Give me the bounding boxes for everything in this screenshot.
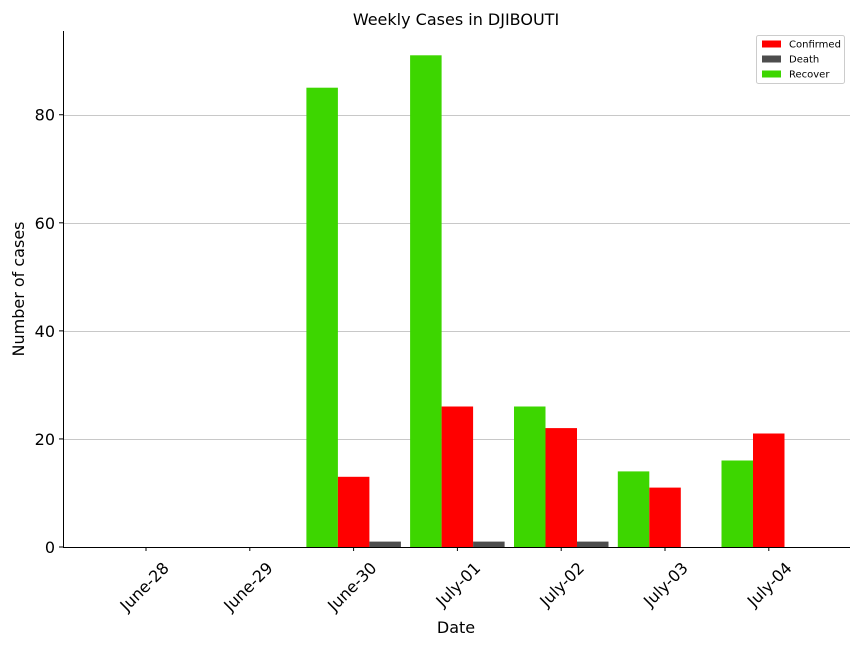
legend-label: Death xyxy=(789,55,819,66)
legend-label: Recover xyxy=(789,70,830,81)
y-tick-label: 80 xyxy=(35,106,55,125)
bars xyxy=(306,55,785,548)
y-tick-label: 40 xyxy=(35,322,55,341)
bar-death xyxy=(577,541,609,547)
x-ticks: June-28 June-29 June-30 July-01 July-02 July-… xyxy=(116,547,796,616)
bar-recover xyxy=(721,460,753,547)
x-axis-label: Date xyxy=(437,618,475,637)
bar-recover xyxy=(617,471,650,547)
bar-recover xyxy=(514,406,546,547)
bar-death xyxy=(369,541,401,547)
y-tick-label: 0 xyxy=(45,538,55,557)
bar-confirmed xyxy=(649,487,681,547)
x-tick-label: July-01 xyxy=(431,558,484,611)
chart-title: Weekly Cases in DJIBOUTI xyxy=(353,10,559,29)
x-tick-label: June-30 xyxy=(323,558,380,615)
bar-recover xyxy=(410,55,442,548)
y-tick-label: 20 xyxy=(35,430,55,449)
x-tick-label: July-02 xyxy=(535,558,588,611)
legend-swatch xyxy=(762,70,781,78)
bar-confirmed xyxy=(441,406,474,547)
legend: Confirmed Death Recover xyxy=(756,35,845,84)
bar-confirmed xyxy=(753,433,785,547)
legend-swatch xyxy=(762,55,781,63)
bar-death xyxy=(473,541,505,547)
bar-recover xyxy=(306,87,338,547)
bar-confirmed xyxy=(337,476,370,547)
x-tick-label: June-28 xyxy=(116,558,173,615)
grid-lines xyxy=(63,115,850,440)
y-ticks: 0 20 40 60 80 xyxy=(35,106,63,557)
axes xyxy=(63,31,850,548)
legend-label: Confirmed xyxy=(789,40,841,51)
y-axis-label: Number of cases xyxy=(9,222,28,357)
bar-confirmed xyxy=(545,428,577,547)
x-tick-label: July-04 xyxy=(743,558,796,611)
y-tick-label: 60 xyxy=(35,214,55,233)
x-tick-label: July-03 xyxy=(639,558,692,611)
x-tick-label: June-29 xyxy=(219,558,276,615)
legend-swatch xyxy=(762,40,781,48)
